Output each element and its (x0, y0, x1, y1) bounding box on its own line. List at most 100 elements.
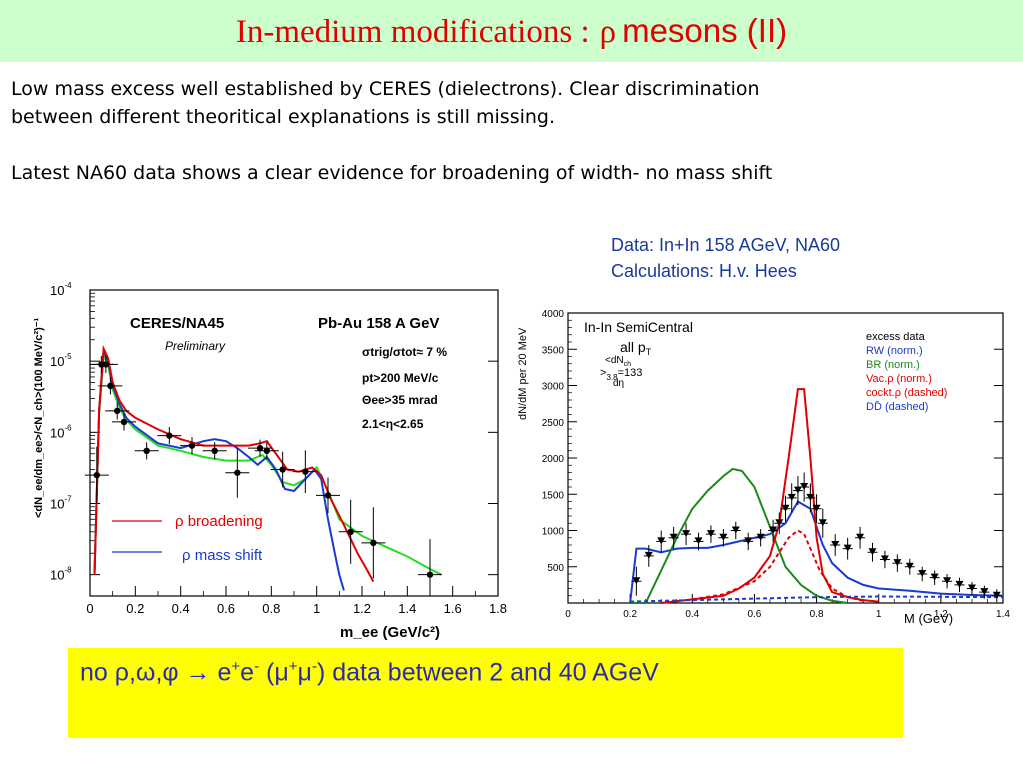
na60-data-point (831, 541, 840, 548)
na60-statement: Latest NA60 data shows a clear evidence … (11, 162, 773, 184)
na60-dndeta: >3.8=133 (600, 367, 642, 382)
ceres-title: CERES/NA45 (130, 315, 224, 332)
ceres-ylabel: <dN_ee/dm_ee>/<N_ch>(100 MeV/c²)⁻¹ (33, 317, 45, 518)
na60-data-point (756, 533, 765, 541)
na60-data-point (775, 519, 784, 527)
intro-line-2: between different theoritical explanatio… (11, 106, 556, 128)
na60-legend-entry: cockt.ρ (dashed) (866, 387, 947, 399)
na60-data-point (731, 526, 740, 534)
na60-title: In-In SemiCentral (584, 319, 693, 335)
na60-data-point (644, 551, 653, 559)
na60-series-curve (630, 467, 848, 604)
na60-data-point (657, 537, 666, 545)
na60-ytick-label: 4000 (542, 309, 565, 320)
na60-data-point (818, 519, 827, 527)
caption-calc-line: Calculations: H.v. Hees (611, 261, 797, 281)
ceres-data-point (263, 447, 270, 455)
caption-data-line: Data: In+In 158 AGeV, NA60 (611, 235, 840, 255)
na60-data-point (880, 555, 889, 563)
ceres-ytick-label: 10-8 (50, 566, 72, 583)
na60-legend-entry: BR (norm.) (866, 359, 920, 371)
ceres-xtick-label: 0 (86, 601, 93, 616)
na60-data-point (967, 584, 976, 592)
na60-data-point (632, 577, 641, 585)
na60-data-point (812, 504, 821, 512)
na60-data-point (856, 533, 865, 541)
na60-data-point (694, 537, 703, 545)
ceres-data-point (143, 447, 150, 455)
ceres-xtick-label: 0.6 (217, 601, 235, 616)
na60-series-curve (629, 500, 1004, 604)
na60-data-point (992, 591, 1001, 599)
na60-xtick-label: 0.6 (747, 609, 761, 620)
na60-series-curve (692, 529, 864, 602)
na60-ytick-label: 3500 (542, 345, 565, 356)
slide-title: In-medium modifications : ρ mesons (II) (0, 0, 1023, 62)
ceres-data-point (93, 471, 101, 479)
ceres-data-point (211, 447, 218, 455)
ceres-xtick-label: 1 (313, 601, 320, 616)
ceres-xtick-label: 1.6 (444, 601, 462, 616)
ceres-subtitle: Pb-Au 158 A GeV (318, 315, 439, 332)
na60-data-point (955, 580, 964, 588)
na60-data-point (787, 493, 796, 501)
ceres-preliminary: Preliminary (165, 339, 226, 353)
na60-data-point (980, 588, 989, 596)
ceres-data-point (256, 444, 264, 452)
na60-data-point (943, 577, 952, 585)
legend-broadening-label: ρ broadening (175, 513, 263, 530)
ceres-xtick-label: 0.8 (262, 601, 280, 616)
na60-data-point (806, 493, 815, 501)
ceres-plot-frame (89, 289, 499, 597)
ceres-xtick-label: 1.4 (398, 601, 416, 616)
na60-legend: excess data RW (norm.) BR (norm.) Vac.ρ (no… (866, 331, 947, 413)
na60-data-point (669, 533, 678, 541)
na60-data-point (793, 486, 802, 494)
ceres-xtick-label: 0.4 (172, 601, 190, 616)
ceres-data-point (188, 442, 196, 449)
na60-data-point (800, 483, 809, 490)
ceres-data-point (102, 361, 110, 368)
ceres-data-point (347, 528, 354, 536)
ceres-data-point (302, 468, 309, 475)
na60-data-point (868, 548, 877, 556)
na60-series-curve (630, 595, 1004, 603)
na60-data-point (719, 533, 728, 541)
ceres-annotation-1: σtrig/σtot≈ 7 % (362, 345, 447, 359)
ceres-xtick-label: 1.2 (353, 601, 371, 616)
na60-ytick-label: 2500 (542, 418, 565, 429)
na60-xtick-label: 0.4 (685, 609, 699, 620)
ceres-data-point (234, 469, 241, 476)
na60-data-point (706, 530, 715, 538)
na60-data-point (893, 559, 902, 567)
title-prefix: In-medium modifications : (235, 14, 590, 50)
na60-dndeta-num: <dNch (605, 355, 631, 368)
ceres-series-curve (93, 351, 442, 576)
na60-ytick-label: 500 (547, 563, 564, 574)
na60-plot-frame (567, 312, 1004, 604)
ceres-ytick-label: 10-6 (50, 423, 72, 440)
ceres-ytick-label: 10-4 (50, 281, 72, 298)
na60-xtick-label: 0.8 (810, 609, 824, 620)
intro-paragraph: Low mass excess well established by CERE… (11, 75, 760, 131)
na60-data-point (744, 537, 753, 545)
ceres-annotation-2: pt>200 MeV/c (362, 371, 439, 385)
ceres-ytick-label: 10-5 (50, 352, 72, 369)
na60-ytick-label: 1500 (542, 490, 565, 501)
na60-ytick-label: 3000 (542, 382, 565, 393)
ceres-annotation-4: 2.1<η<2.65 (362, 417, 424, 431)
legend-massshift-label: ρ mass shift (182, 547, 263, 564)
notice-box: no ρ,ω,φ → e+e- (μ+μ-) data between 2 an… (68, 648, 903, 738)
notice-text: no ρ,ω,φ → e+e- (μ+μ-) data between 2 an… (80, 658, 659, 687)
ceres-data-point (166, 432, 173, 439)
ceres-data-point (107, 382, 114, 390)
intro-line-1: Low mass excess well established by CERE… (11, 78, 760, 100)
na60-ytick-label: 2000 (542, 454, 565, 465)
na60-data-point (682, 530, 691, 538)
ceres-data-point (370, 539, 377, 547)
na60-legend-entry: DD̄ (dashed) (866, 400, 928, 413)
na60-xtick-label: 1 (876, 609, 882, 620)
na60-legend-entry: excess data (866, 331, 926, 343)
na60-data-point (930, 573, 939, 581)
na60-data-point (769, 526, 778, 534)
